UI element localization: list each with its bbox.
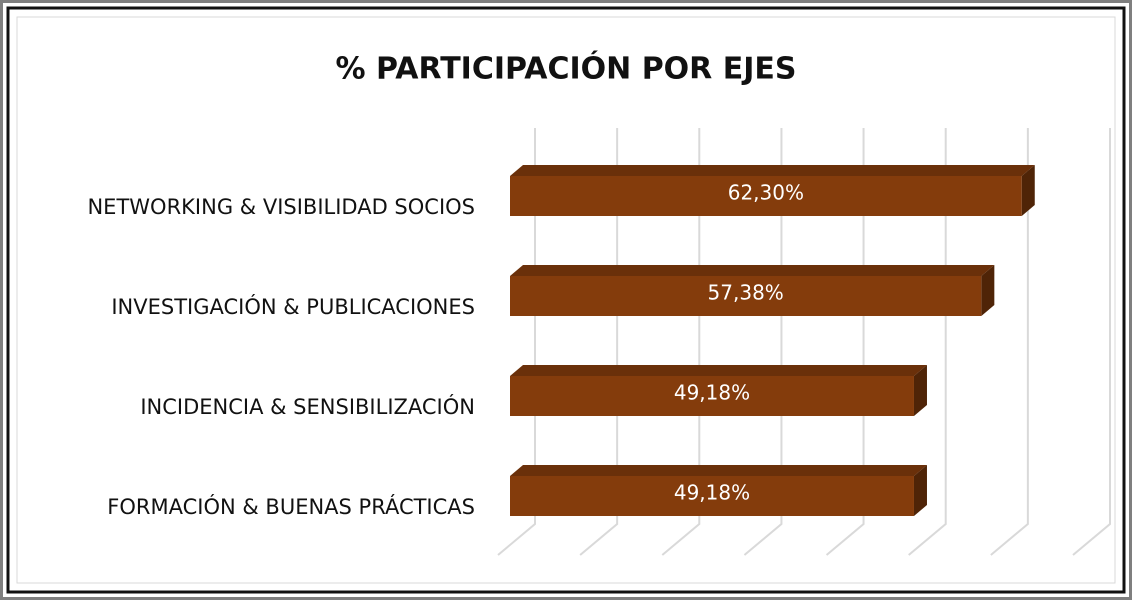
bar-top [510,165,1035,176]
bar-top [510,365,927,376]
bar-side [913,465,927,516]
bar-top [510,465,927,476]
category-label: NETWORKING & VISIBILIDAD SOCIOS [87,195,475,219]
value-label: 49,18% [674,381,750,405]
plot-frame [16,16,1116,584]
bar [510,176,1022,216]
grid-line [1072,128,1111,556]
grid-line [661,128,701,556]
bar [510,376,914,416]
bar [510,276,982,316]
grid-line [990,128,1029,556]
value-label: 57,38% [708,281,784,305]
grid-line [908,128,947,556]
value-label: 62,30% [728,181,804,205]
bar-side [913,365,927,416]
grid-line [579,128,619,556]
grid-line [825,128,865,556]
category-label: INCIDENCIA & SENSIBILIZACIÓN [140,394,475,419]
value-label: 49,18% [674,481,750,505]
grid-line [497,128,536,556]
category-label: FORMACIÓN & BUENAS PRÁCTICAS [107,494,475,519]
category-label: INVESTIGACIÓN & PUBLICACIONES [111,294,475,319]
chart-title: % PARTICIPACIÓN POR EJES [336,50,797,87]
bar-side [981,265,995,316]
grid-line [743,128,783,556]
bar [510,476,914,516]
bar-side [1021,165,1035,216]
bar-top [510,265,995,276]
